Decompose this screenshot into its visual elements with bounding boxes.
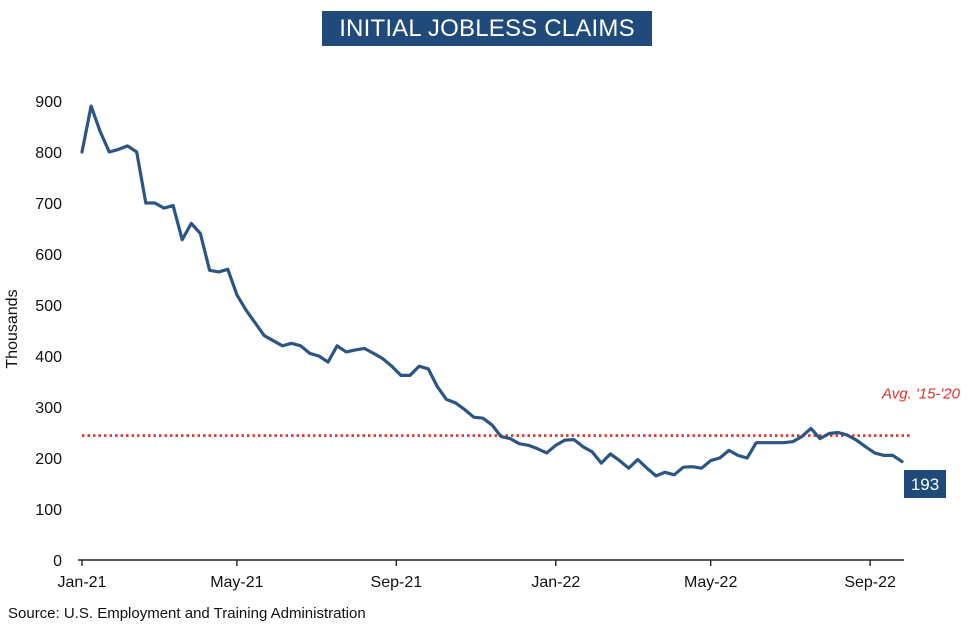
x-tick-label: May-22: [684, 574, 737, 591]
y-tick-label: 400: [35, 349, 62, 366]
x-tick-label: Jan-21: [58, 574, 107, 591]
y-tick-label: 900: [35, 94, 62, 111]
x-tick-label: Sep-22: [844, 574, 896, 591]
y-tick-label: 200: [35, 451, 62, 468]
y-tick-label: 600: [35, 247, 62, 264]
chart-title: INITIAL JOBLESS CLAIMS: [322, 11, 652, 46]
jobless-claims-line: [80, 104, 904, 478]
source-note: Source: U.S. Employment and Training Adm…: [8, 605, 366, 622]
end-value-label: 193: [911, 475, 939, 494]
end-value-badge: [904, 470, 946, 498]
y-tick-label: 800: [35, 145, 62, 162]
y-tick-label: 100: [35, 502, 62, 519]
average-reference-label: Avg. '15-'20: [881, 386, 961, 403]
x-tick-label: Jan-22: [531, 574, 580, 591]
x-tick-label: Sep-21: [371, 574, 423, 591]
y-tick-label: 300: [35, 400, 62, 417]
y-tick-label: 700: [35, 196, 62, 213]
y-tick-label: 500: [35, 298, 62, 315]
x-tick-label: May-21: [210, 574, 263, 591]
y-tick-label: 0: [53, 553, 62, 570]
